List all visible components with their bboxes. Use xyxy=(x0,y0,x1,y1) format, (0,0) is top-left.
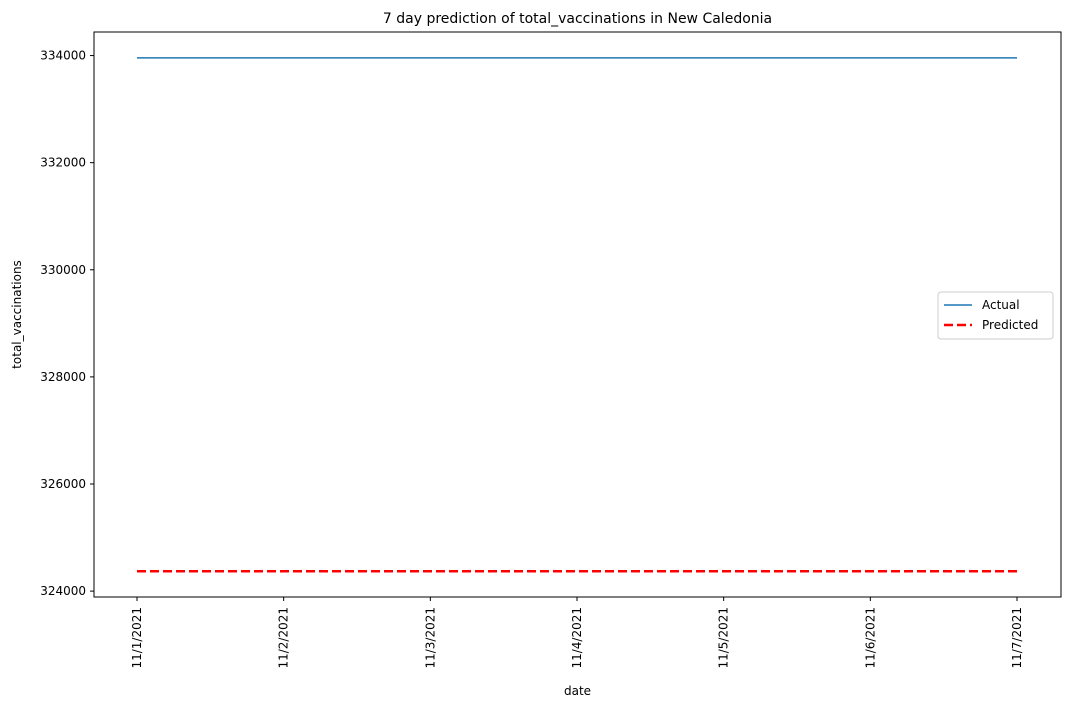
y-tick-label: 332000 xyxy=(40,156,86,170)
y-tick-label: 330000 xyxy=(40,263,86,277)
x-tick-label: 11/4/2021 xyxy=(570,607,584,669)
x-tick-label: 11/2/2021 xyxy=(277,607,291,669)
plot-area: 324000 326000 328000 330000 332000 334000 11/1… xyxy=(40,31,1062,669)
legend: Actual Predicted xyxy=(937,291,1054,340)
y-tick-label: 334000 xyxy=(40,49,86,63)
y-axis-label: total_vaccinations xyxy=(10,260,24,369)
x-tick-label: 11/3/2021 xyxy=(423,607,437,669)
plot-frame xyxy=(93,31,1062,598)
y-tick-label: 328000 xyxy=(40,370,86,384)
legend-label-predicted: Predicted xyxy=(982,318,1038,332)
legend-box xyxy=(937,291,1054,340)
x-axis-label: date xyxy=(564,684,591,698)
x-tick-label: 11/7/2021 xyxy=(1010,607,1024,669)
y-tick-label: 326000 xyxy=(40,477,86,491)
x-tick-label: 11/1/2021 xyxy=(130,607,144,669)
legend-label-actual: Actual xyxy=(982,298,1020,312)
x-tick-label: 11/6/2021 xyxy=(863,607,877,669)
x-tick-label: 11/5/2021 xyxy=(717,607,731,669)
chart-title: 7 day prediction of total_vaccinations i… xyxy=(383,11,772,27)
y-tick-label: 324000 xyxy=(40,584,86,598)
